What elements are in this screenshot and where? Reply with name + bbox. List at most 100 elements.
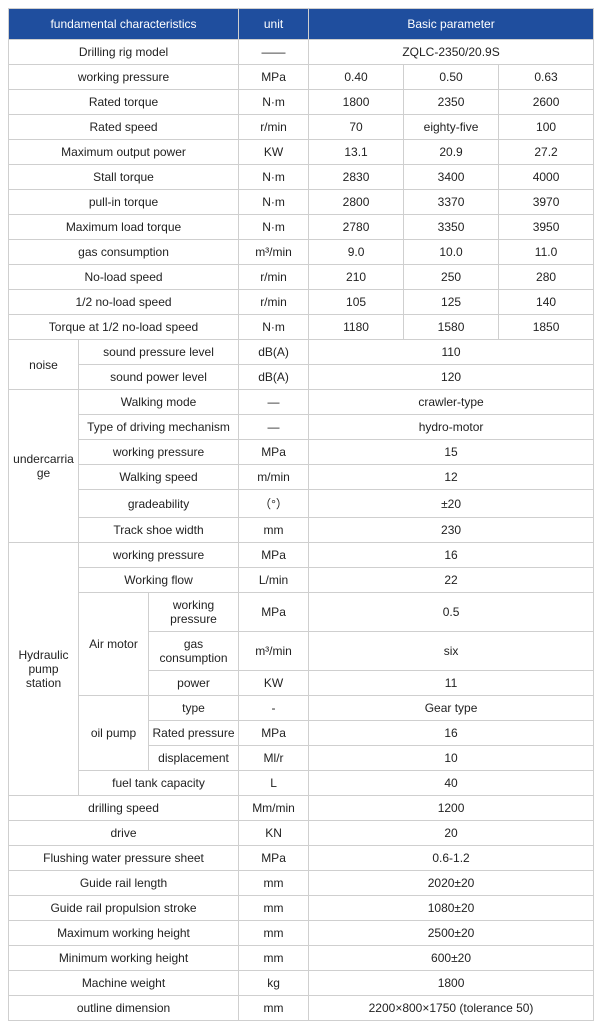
cell-value: 250: [404, 265, 499, 290]
row-undercarriage-3: Walking speed m/min 12: [9, 465, 594, 490]
cell-label: working pressure: [79, 440, 239, 465]
cell-label: Guide rail length: [9, 871, 239, 896]
row-model: Drilling rig model —— ZQLC-2350/20.9S: [9, 40, 594, 65]
cell-value: ZQLC-2350/20.9S: [309, 40, 594, 65]
table-row: Maximum working heightmm2500±20: [9, 921, 594, 946]
cell-unit: mm: [239, 518, 309, 543]
cell-label: type: [149, 696, 239, 721]
row-undercarriage-5: Track shoe width mm 230: [9, 518, 594, 543]
cell-unit: mm: [239, 996, 309, 1021]
cell-label: Track shoe width: [79, 518, 239, 543]
cell-unit: N·m: [239, 90, 309, 115]
cell-value: 280: [499, 265, 594, 290]
cell-label: sound power level: [79, 365, 239, 390]
cell-value: 125: [404, 290, 499, 315]
cell-value: 0.6-1.2: [309, 846, 594, 871]
cell-value: 12: [309, 465, 594, 490]
cell-label: gas consumption: [9, 240, 239, 265]
table-row: Guide rail lengthmm2020±20: [9, 871, 594, 896]
cell-unit: MPa: [239, 543, 309, 568]
cell-value: 15: [309, 440, 594, 465]
cell-label: sound pressure level: [79, 340, 239, 365]
cell-value: 22: [309, 568, 594, 593]
cell-unit: KN: [239, 821, 309, 846]
cell-value: 0.63: [499, 65, 594, 90]
cell-label: working pressure: [9, 65, 239, 90]
cell-label: working pressure: [149, 593, 239, 632]
cell-value: crawler-type: [309, 390, 594, 415]
cell-label: Maximum working height: [9, 921, 239, 946]
cell-label: Walking mode: [79, 390, 239, 415]
cell-value: 20: [309, 821, 594, 846]
cell-unit: Mm/min: [239, 796, 309, 821]
cell-value: 1580: [404, 315, 499, 340]
cell-unit: m/min: [239, 465, 309, 490]
cell-value: 1800: [309, 90, 404, 115]
cell-label: Stall torque: [9, 165, 239, 190]
row-hydraulic-top-0: Hydraulic pump station working pressure …: [9, 543, 594, 568]
cell-value: 2500±20: [309, 921, 594, 946]
table-row: driveKN20: [9, 821, 594, 846]
table-row: 1/2 no-load speedr/min105125140: [9, 290, 594, 315]
hdr-unit: unit: [239, 9, 309, 40]
cell-value: 1080±20: [309, 896, 594, 921]
cell-label: working pressure: [79, 543, 239, 568]
cell-unit: mm: [239, 896, 309, 921]
group-noise: noise: [9, 340, 79, 390]
cell-label: Working flow: [79, 568, 239, 593]
cell-value: 2600: [499, 90, 594, 115]
table-row: gas consumptionm³/min9.010.011.0: [9, 240, 594, 265]
cell-value: 0.40: [309, 65, 404, 90]
subgroup-oilpump: oil pump: [79, 696, 149, 771]
cell-unit: r/min: [239, 290, 309, 315]
cell-unit: MPa: [239, 440, 309, 465]
table-row: Flushing water pressure sheetMPa0.6-1.2: [9, 846, 594, 871]
cell-label: Drilling rig model: [9, 40, 239, 65]
group-hydraulic: Hydraulic pump station: [9, 543, 79, 796]
cell-value: 27.2: [499, 140, 594, 165]
cell-unit: N·m: [239, 215, 309, 240]
cell-unit: MPa: [239, 593, 309, 632]
cell-unit: MPa: [239, 65, 309, 90]
cell-value: 1850: [499, 315, 594, 340]
cell-value: 3350: [404, 215, 499, 240]
cell-value: 1800: [309, 971, 594, 996]
cell-label: fuel tank capacity: [79, 771, 239, 796]
cell-label: Rated speed: [9, 115, 239, 140]
cell-unit: dB(A): [239, 365, 309, 390]
cell-unit: L: [239, 771, 309, 796]
cell-label: Maximum output power: [9, 140, 239, 165]
hdr-parameter: Basic parameter: [309, 9, 594, 40]
cell-label: Maximum load torque: [9, 215, 239, 240]
cell-value: Gear type: [309, 696, 594, 721]
cell-label: outline dimension: [9, 996, 239, 1021]
cell-value: 11.0: [499, 240, 594, 265]
row-undercarriage-4: gradeability （°） ±20: [9, 490, 594, 518]
table-row: pull-in torqueN·m280033703970: [9, 190, 594, 215]
row-undercarriage-2: working pressure MPa 15: [9, 440, 594, 465]
table-row: Rated speedr/min70eighty-five100: [9, 115, 594, 140]
cell-value: 1180: [309, 315, 404, 340]
cell-unit: dB(A): [239, 340, 309, 365]
cell-unit: N·m: [239, 165, 309, 190]
cell-unit: MPa: [239, 721, 309, 746]
cell-label: Walking speed: [79, 465, 239, 490]
cell-value: 9.0: [309, 240, 404, 265]
cell-value: 1200: [309, 796, 594, 821]
cell-value: 2800: [309, 190, 404, 215]
group-undercarriage: undercarriage: [9, 390, 79, 543]
cell-value: 2200×800×1750 (tolerance 50): [309, 996, 594, 1021]
cell-label: Machine weight: [9, 971, 239, 996]
cell-value: 3950: [499, 215, 594, 240]
cell-value: 2830: [309, 165, 404, 190]
table-row: Stall torqueN·m283034004000: [9, 165, 594, 190]
cell-unit: （°）: [239, 490, 309, 518]
cell-value: 10.0: [404, 240, 499, 265]
subgroup-airmotor: Air motor: [79, 593, 149, 696]
cell-unit: m³/min: [239, 240, 309, 265]
table-row: Minimum working heightmm600±20: [9, 946, 594, 971]
cell-label: 1/2 no-load speed: [9, 290, 239, 315]
row-hydraulic-top-1: Working flow L/min 22: [9, 568, 594, 593]
cell-value: six: [309, 632, 594, 671]
row-noise-0: noise sound pressure level dB(A) 110: [9, 340, 594, 365]
